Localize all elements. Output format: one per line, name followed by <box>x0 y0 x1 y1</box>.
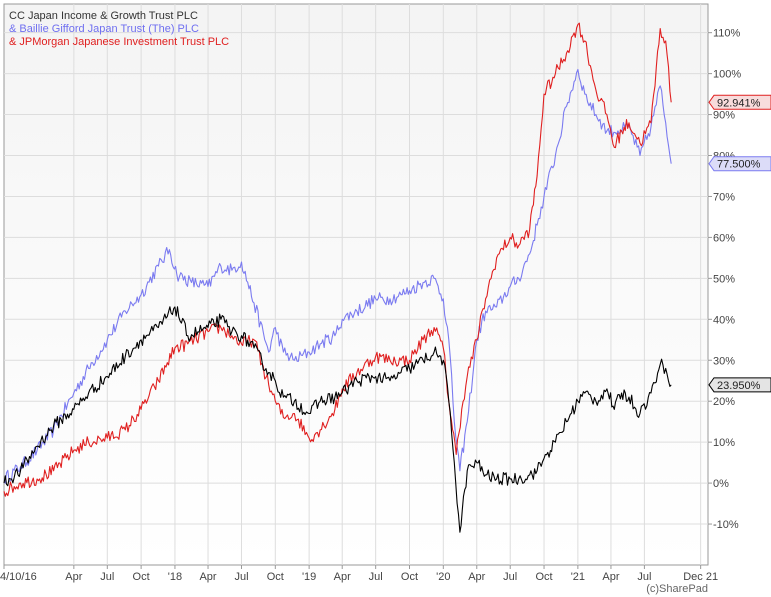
x-tick-label: Apr <box>468 571 485 583</box>
x-tick-label: Oct <box>133 571 150 583</box>
value-callout-label: 77.500% <box>717 159 761 171</box>
value-callout-0: 77.500% <box>708 156 771 172</box>
y-tick-label: 100% <box>713 69 741 81</box>
y-tick-label: 40% <box>713 314 735 326</box>
y-tick-label: 60% <box>713 232 735 244</box>
legend-entry-1: & Baillie Gifford Japan Trust (The) PLC <box>9 23 199 35</box>
x-tick-label: Dec 21 <box>683 571 718 583</box>
legend-entry-0: CC Japan Income & Growth Trust PLC <box>9 10 198 22</box>
x-tick-label: Apr <box>334 571 351 583</box>
value-callout-label: 92.941% <box>717 97 761 109</box>
value-callout-box <box>708 94 771 110</box>
y-tick-label: 110% <box>713 28 741 40</box>
value-callout-box <box>708 156 771 172</box>
value-callout-2: 23.950% <box>708 377 771 393</box>
x-tick-label: 4/10/16 <box>0 571 37 583</box>
x-tick-label: Jul <box>234 571 248 583</box>
series-line-2 <box>3 306 672 533</box>
x-tick-label: '18 <box>168 571 182 583</box>
y-tick-label: 90% <box>713 110 735 122</box>
plot-frame <box>3 3 709 566</box>
x-tick-label: Jul <box>503 571 517 583</box>
y-tick-label: 30% <box>713 355 735 367</box>
x-tick-label: '20 <box>436 571 450 583</box>
value-callout-1: 92.941% <box>708 94 771 110</box>
y-tick-label: 10% <box>713 437 735 449</box>
x-tick-label: Oct <box>401 571 418 583</box>
legend: CC Japan Income & Growth Trust PLC& Bail… <box>9 10 229 48</box>
series-layer <box>3 22 672 533</box>
y-tick-label: 70% <box>713 191 735 203</box>
y-tick-label: 20% <box>713 396 735 408</box>
credit-text: (c)SharePad <box>646 583 708 595</box>
x-tick-label: Jul <box>100 571 114 583</box>
value-callout-label: 23.950% <box>717 380 761 392</box>
x-tick-label: Oct <box>535 571 552 583</box>
x-tick-label: Jul <box>369 571 383 583</box>
legend-entry-2: & JPMorgan Japanese Investment Trust PLC <box>9 36 229 48</box>
series-line-1 <box>3 22 672 497</box>
x-tick-label: '21 <box>571 571 585 583</box>
x-axis: 4/10/16 Apr Jul Oct '18 Apr Jul Oct '19 Apr Jul Oct… <box>0 565 718 583</box>
x-tick-label: Apr <box>65 571 82 583</box>
y-tick-label: -10% <box>713 519 739 531</box>
x-tick-label: Jul <box>637 571 651 583</box>
x-tick-label: '19 <box>302 571 316 583</box>
y-tick-label: 0% <box>713 478 729 490</box>
x-tick-label: Oct <box>267 571 284 583</box>
value-callouts: 77.500% 92.941% 23.950% <box>708 94 771 393</box>
y-tick-label: 50% <box>713 273 735 285</box>
x-tick-label: Apr <box>602 571 619 583</box>
x-tick-label: Apr <box>199 571 216 583</box>
value-callout-box <box>708 377 771 393</box>
series-line-0 <box>3 68 672 484</box>
